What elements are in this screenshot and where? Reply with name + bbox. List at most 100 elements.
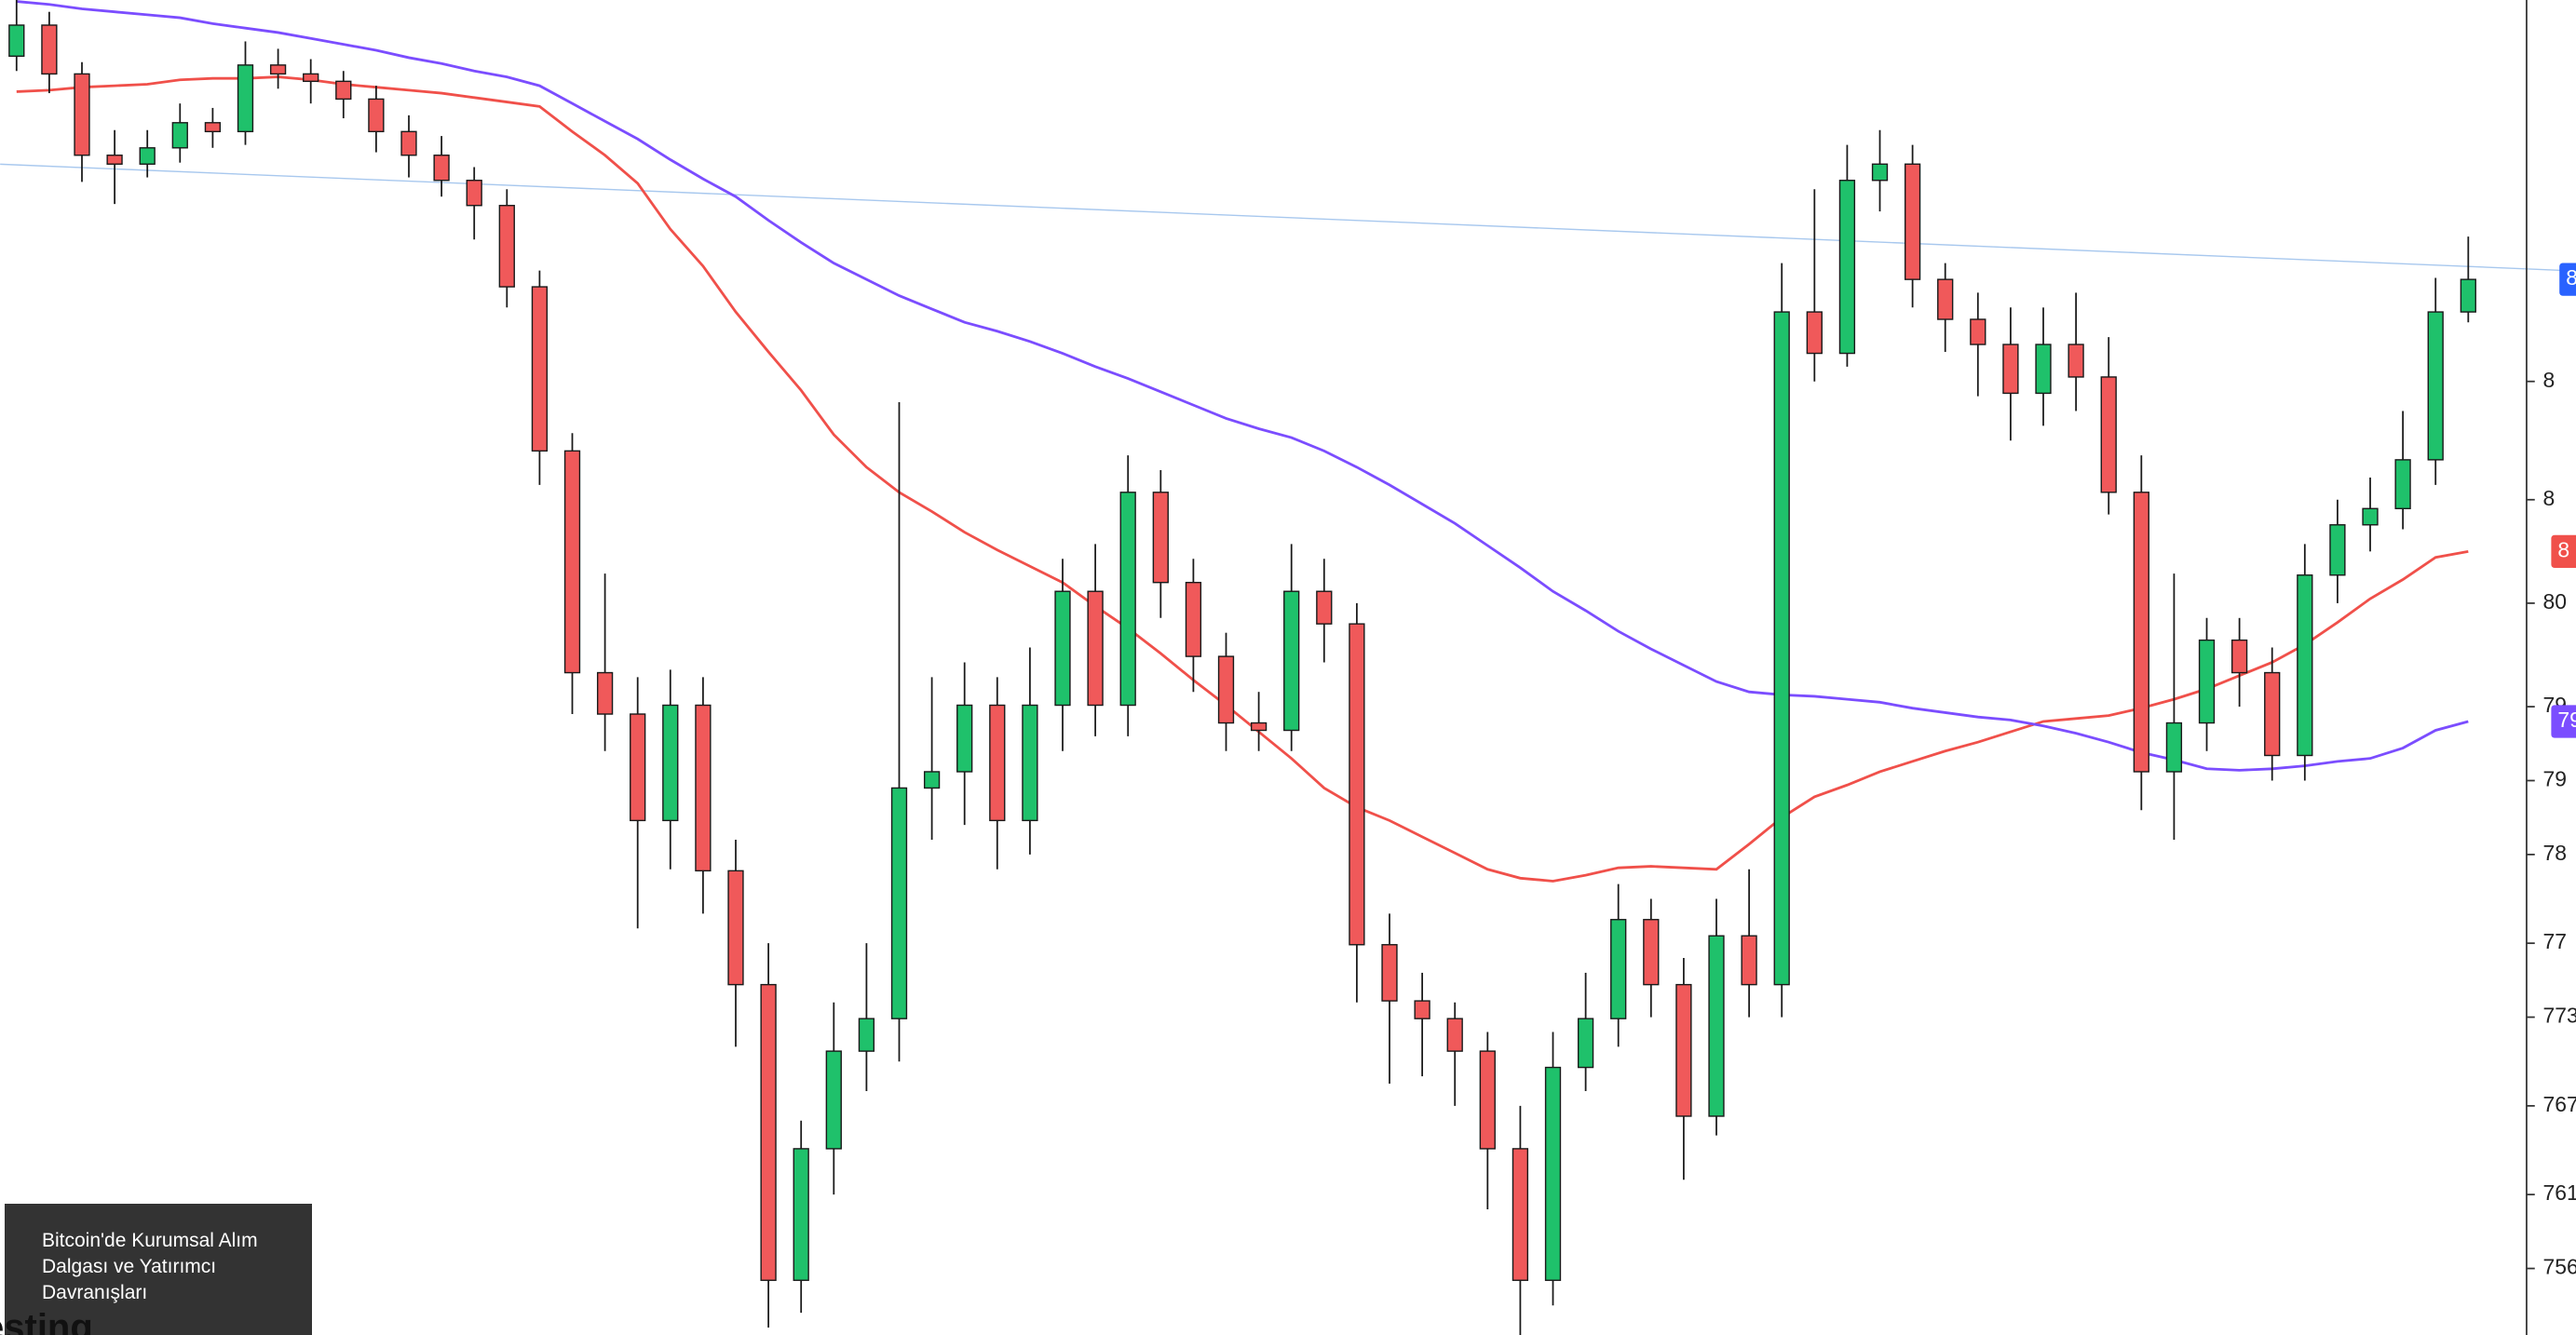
candle-body <box>498 205 515 288</box>
candle-body <box>1381 944 1398 1002</box>
candle-body <box>2165 721 2183 773</box>
candle-body <box>2002 344 2019 395</box>
candle-body <box>1577 1018 1594 1069</box>
candle-body <box>727 870 744 986</box>
candle-body <box>204 122 222 133</box>
y-tick-label: 78 <box>2543 841 2567 865</box>
candle-body <box>858 1018 875 1052</box>
candle-body <box>1054 590 1071 707</box>
candle-body <box>2460 278 2476 313</box>
candle-body <box>563 450 581 674</box>
candle-body <box>2427 311 2444 461</box>
candle-body <box>433 155 450 182</box>
candle-body <box>106 155 123 165</box>
trend-line <box>0 163 2576 272</box>
candle-body <box>1773 311 1790 986</box>
candle-body <box>335 80 352 101</box>
candle-body <box>1349 623 1365 946</box>
candle-body <box>1838 180 1856 355</box>
y-tick-label: 767 <box>2543 1092 2576 1116</box>
candle-body <box>1283 590 1300 732</box>
candle-body <box>695 704 712 872</box>
price-badge-label: 8 <box>2566 265 2576 290</box>
price-badge-label: 8 <box>2557 537 2569 561</box>
y-tick-label: 8 <box>2543 486 2556 510</box>
candle-body <box>1544 1066 1562 1281</box>
candle-body <box>237 64 254 133</box>
candle-body <box>989 704 1006 822</box>
y-tick-label: 79 <box>2543 767 2567 791</box>
candle-body <box>2068 344 2084 378</box>
candle-body <box>1087 590 1104 707</box>
candle-body <box>1119 492 1136 707</box>
candle-body <box>596 671 614 715</box>
y-tick-label: 8 <box>2543 368 2556 392</box>
candle-body <box>1479 1050 1496 1150</box>
candle-body <box>825 1050 842 1150</box>
candle-body <box>1185 581 1202 657</box>
plot: 7567617677737778797980888879 <box>8 0 2576 1335</box>
candle-body <box>1871 163 1889 182</box>
candle-body <box>1970 318 1986 345</box>
candle-body <box>662 704 679 822</box>
candle-body <box>923 771 941 789</box>
candle-body <box>793 1148 809 1281</box>
candle-body <box>2362 507 2379 526</box>
candle-body <box>1610 919 1627 1019</box>
price-badge <box>2559 263 2576 296</box>
candle-body <box>760 983 777 1281</box>
price-badge <box>2551 534 2576 568</box>
y-tick-label: 80 <box>2543 589 2567 614</box>
candle-body <box>368 98 385 133</box>
candle-body <box>890 787 908 1019</box>
y-tick-label: 77 <box>2543 929 2567 953</box>
candle-body <box>2230 639 2248 674</box>
candle-body <box>1250 721 1268 732</box>
candle-body <box>2264 671 2281 757</box>
candle-body <box>1806 311 1823 355</box>
candle-body <box>8 24 25 58</box>
candle-body <box>2297 574 2313 757</box>
candle-body <box>2198 639 2216 724</box>
y-tick-label: 756 <box>2543 1255 2576 1279</box>
candle-body <box>956 704 973 773</box>
candle-body <box>139 147 156 165</box>
candle-body <box>1937 278 1954 320</box>
candle-body <box>1643 919 1660 986</box>
candle-body <box>1904 163 1921 280</box>
candle-body <box>1316 590 1333 625</box>
candle-body <box>269 64 287 75</box>
candle-body <box>2394 459 2411 509</box>
candle-body <box>1708 935 1725 1117</box>
y-tick-label: 773 <box>2543 1004 2576 1028</box>
candle-body <box>1446 1018 1463 1052</box>
y-tick-label: 761 <box>2543 1180 2576 1205</box>
candle-body <box>1217 655 1235 724</box>
moving-average <box>16 0 2469 772</box>
candle-body <box>41 24 58 75</box>
price-badge <box>2551 705 2576 738</box>
price-badge-label: 79 <box>2557 708 2576 732</box>
candle-body <box>1741 935 1757 986</box>
candle-body <box>2329 524 2346 576</box>
candle-body <box>1675 983 1692 1117</box>
moving-average <box>16 75 2469 883</box>
watermark: esting <box>0 1307 93 1335</box>
candle-body <box>303 73 319 83</box>
candle-body <box>2133 492 2149 773</box>
candle-body <box>400 130 417 156</box>
candle-body <box>1414 1000 1430 1019</box>
candle-body <box>2100 376 2117 493</box>
candle-body <box>630 713 646 822</box>
news-popup[interactable]: Bitcoin'de Kurumsal Alım Dalgası ve Yatı… <box>5 1204 312 1335</box>
candle-body <box>171 122 188 149</box>
candle-body <box>1152 492 1169 584</box>
candle-body <box>531 286 549 452</box>
candle-body <box>74 73 90 156</box>
candle-body <box>1022 704 1038 822</box>
candle-body <box>1512 1148 1529 1281</box>
candle-body <box>466 180 482 207</box>
candle-body <box>2035 344 2052 395</box>
